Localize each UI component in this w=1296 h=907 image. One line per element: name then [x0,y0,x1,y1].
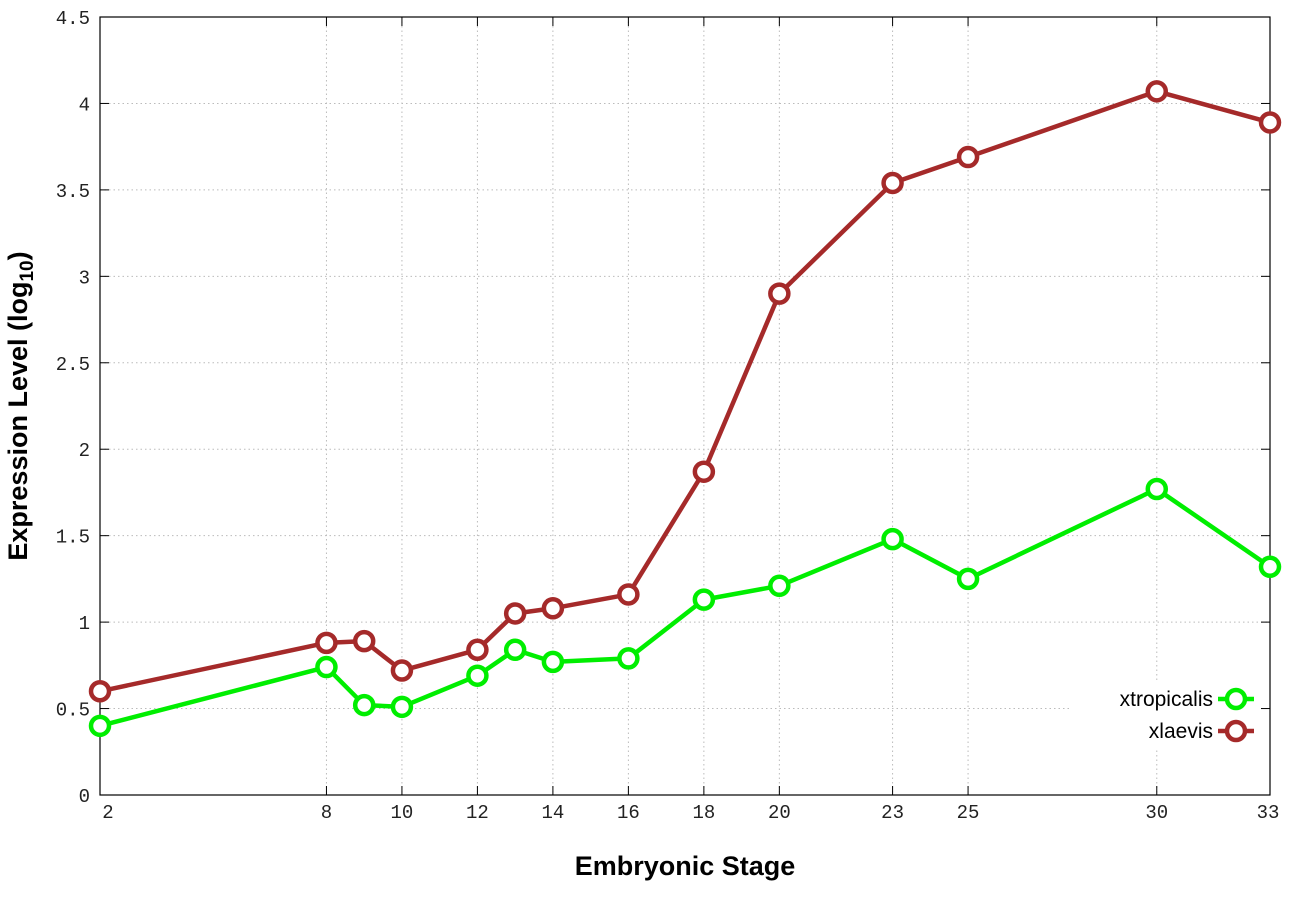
data-point-xlaevis [88,680,112,703]
data-point-xtropicalis [617,647,640,670]
series-group [88,80,1282,738]
data-point-xlaevis [956,145,980,169]
y-tick-label: 0.5 [56,700,90,722]
data-point-xtropicalis [352,693,376,717]
data-point-xtropicalis [692,588,716,611]
legend: xtropicalis xlaevis [1070,680,1260,750]
x-tick-label: 14 [541,802,564,824]
x-tick-label: 20 [768,802,791,824]
x-axis-title: Embryonic Stage [575,851,796,881]
y-axis-title-subscript: 10 [17,260,38,281]
axis-ticks: 2 8 10 12 14 16 18 20 23 25 30 33 0 0.5 1 1.5 2 2.5 3 3.5 4 4… [56,8,1280,824]
x-tick-label: 23 [881,802,904,824]
data-point-xlaevis [315,631,338,655]
x-tick-label: 30 [1145,802,1168,824]
data-point-xlaevis [503,602,527,625]
data-point-xlaevis [881,171,904,195]
y-tick-label: 4.5 [56,8,90,30]
data-point-xtropicalis [768,574,791,598]
data-point-xtropicalis [503,638,527,662]
x-tick-label: 18 [692,802,715,824]
y-tick-label: 1 [79,613,90,635]
data-point-xlaevis [466,638,489,662]
data-point-xlaevis [352,629,376,653]
y-tick-label: 4 [79,94,90,116]
y-axis-title-close: ) [3,251,33,260]
data-point-xtropicalis [1258,555,1282,579]
data-point-xlaevis [617,583,640,606]
data-point-xlaevis [390,659,414,682]
x-tick-label: 10 [391,802,414,824]
data-point-xtropicalis [88,714,112,738]
data-point-xtropicalis [1145,477,1169,501]
x-tick-label: 8 [321,802,332,824]
y-axis-title: Expression Level (log10) [3,251,38,560]
y-tick-label: 0 [79,786,90,808]
series-line-xlaevis [99,89,1271,694]
legend-marker-xlaevis [1224,719,1248,743]
plot-frame [99,16,1271,796]
data-point-xtropicalis [466,664,489,687]
y-tick-label: 3.5 [56,181,90,203]
y-tick-label: 1.5 [56,527,90,549]
x-tick-label: 2 [102,802,113,824]
data-point-xtropicalis [315,655,338,679]
data-point-xtropicalis [390,695,414,719]
legend-label-xtropicalis: xtropicalis [1120,688,1213,711]
data-point-xlaevis [1145,80,1169,103]
y-tick-label: 2.5 [56,354,90,376]
y-axis-title-main: Expression Level (log [3,282,33,561]
data-point-xlaevis [692,460,716,483]
x-tick-label: 33 [1257,802,1280,824]
data-point-xtropicalis [541,650,565,674]
legend-marker-xtropicalis [1224,687,1248,711]
y-tick-label: 3 [79,267,90,289]
x-tick-label: 16 [617,802,640,824]
data-point-xtropicalis [956,567,980,591]
x-tick-label: 12 [466,802,489,824]
x-tick-label: 25 [957,802,980,824]
data-point-xlaevis [541,597,565,620]
data-point-xlaevis [768,282,791,305]
data-point-xtropicalis [881,527,904,551]
legend-label-xlaevis: xlaevis [1149,720,1213,743]
y-tick-label: 2 [79,440,90,462]
data-point-xlaevis [1258,111,1282,134]
